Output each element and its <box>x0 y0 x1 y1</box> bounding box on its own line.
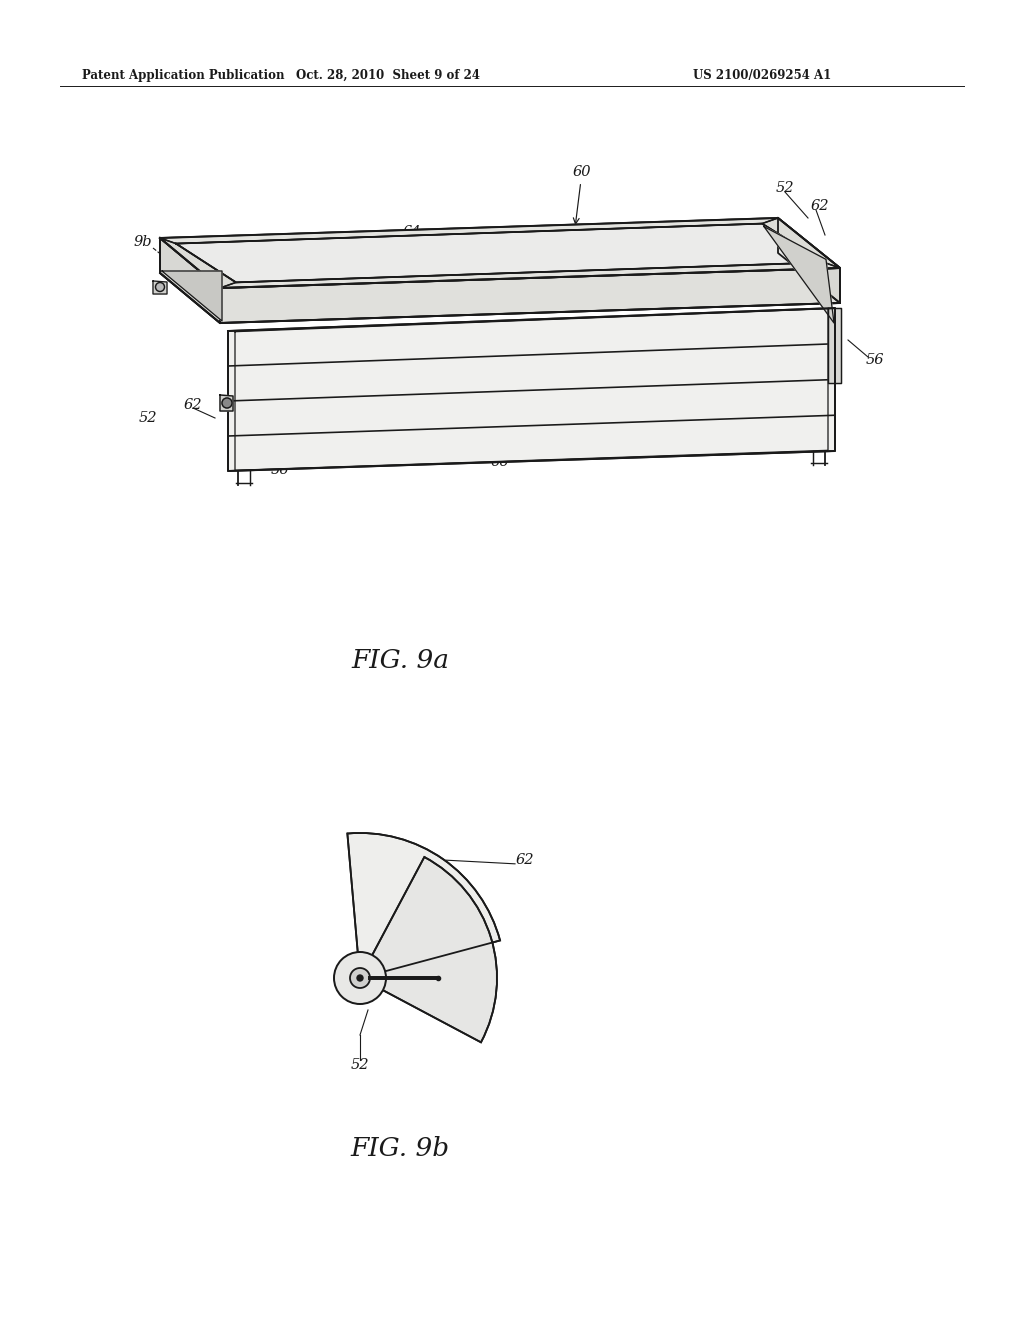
Text: 64: 64 <box>610 425 630 440</box>
Wedge shape <box>347 833 500 978</box>
Text: 52: 52 <box>138 411 158 425</box>
Text: Oct. 28, 2010  Sheet 9 of 24: Oct. 28, 2010 Sheet 9 of 24 <box>296 69 480 82</box>
Polygon shape <box>220 263 840 288</box>
Text: 66: 66 <box>490 455 509 469</box>
Circle shape <box>222 399 232 408</box>
Polygon shape <box>778 218 840 304</box>
Text: 52: 52 <box>351 1059 370 1072</box>
Polygon shape <box>160 238 220 323</box>
Polygon shape <box>762 218 840 268</box>
Polygon shape <box>176 223 824 282</box>
Circle shape <box>156 282 165 292</box>
Text: FIG. 9b: FIG. 9b <box>350 1135 450 1160</box>
Text: 56: 56 <box>865 352 885 367</box>
Circle shape <box>334 952 386 1005</box>
Polygon shape <box>160 218 778 244</box>
Text: 56: 56 <box>270 463 289 477</box>
Text: US 2100/0269254 A1: US 2100/0269254 A1 <box>693 69 831 82</box>
Polygon shape <box>228 308 835 471</box>
Polygon shape <box>764 227 834 323</box>
Text: Patent Application Publication: Patent Application Publication <box>82 69 285 82</box>
Polygon shape <box>162 271 222 321</box>
Text: 60: 60 <box>572 165 591 224</box>
Polygon shape <box>160 218 840 288</box>
Text: 62: 62 <box>183 399 203 412</box>
Circle shape <box>350 968 370 987</box>
Text: FIG. 9a: FIG. 9a <box>351 648 449 672</box>
Text: 52: 52 <box>776 181 795 195</box>
Text: 62: 62 <box>811 199 829 213</box>
Polygon shape <box>160 238 236 288</box>
Polygon shape <box>153 281 167 294</box>
Text: 9b: 9b <box>134 235 153 249</box>
Wedge shape <box>360 857 497 1043</box>
Polygon shape <box>828 308 841 383</box>
Circle shape <box>357 975 362 981</box>
Polygon shape <box>220 268 840 323</box>
Polygon shape <box>220 395 233 411</box>
Text: 64: 64 <box>402 224 421 239</box>
Text: 62: 62 <box>516 853 535 867</box>
